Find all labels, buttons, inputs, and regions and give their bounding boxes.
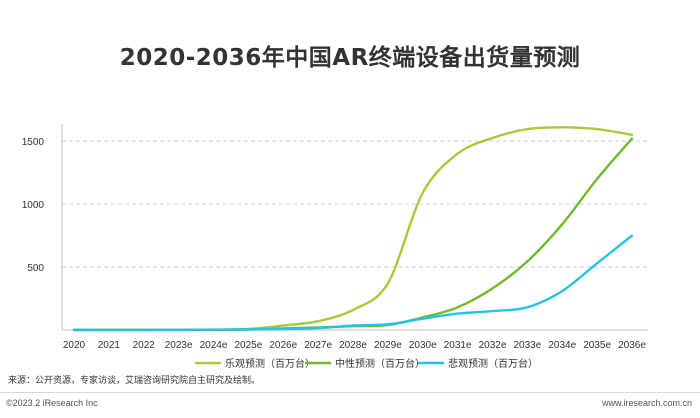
x-tick-label: 2031e	[444, 340, 472, 351]
series-line-2	[72, 234, 634, 332]
legend-label-2: 悲观预测（百万台）	[448, 357, 538, 370]
x-tick-label: 2026e	[269, 340, 297, 351]
x-tick-label: 2034e	[548, 340, 576, 351]
legend-label-0: 乐观预测（百万台）	[225, 357, 315, 370]
x-tick-label: 2033e	[513, 340, 541, 351]
x-tick-label: 2032e	[479, 340, 507, 351]
chart-title: 2020-2036年中国AR终端设备出货量预测	[119, 45, 581, 71]
source-note: 来源：公开资源，专家访谈，艾瑞咨询研究院自主研究及绘制。	[8, 376, 261, 386]
x-tick-label: 2027e	[304, 340, 332, 351]
x-tick-label: 2023e	[165, 340, 193, 351]
y-tick-label: 500	[27, 263, 44, 274]
x-tick-label: 2035e	[583, 340, 611, 351]
legend: 乐观预测（百万台） 中性预测（百万台） 悲观预测（百万台）	[195, 357, 538, 370]
x-tick-label: 2020	[63, 340, 86, 351]
x-tick-label: 2024e	[200, 340, 228, 351]
series-line-1	[72, 137, 634, 332]
x-tick-label: 2022	[133, 340, 156, 351]
x-tick-label: 2036e	[618, 340, 646, 351]
legend-label-1: 中性预测（百万台）	[335, 357, 425, 370]
grid	[62, 140, 648, 268]
series-lines	[72, 126, 634, 332]
x-tick-label: 2030e	[409, 340, 437, 351]
x-tick-label: 2021	[98, 340, 121, 351]
y-tick-label: 1500	[22, 137, 45, 148]
x-tick-label: 2025e	[234, 340, 262, 351]
x-tick-label: 2028e	[339, 340, 367, 351]
copyright: ©2023.2 iResearch Inc	[6, 398, 98, 408]
footer-divider	[0, 392, 700, 393]
y-tick-label: 1000	[22, 200, 45, 211]
website-link[interactable]: www.iresearch.com.cn	[601, 398, 692, 408]
x-tick-label: 2029e	[374, 340, 402, 351]
